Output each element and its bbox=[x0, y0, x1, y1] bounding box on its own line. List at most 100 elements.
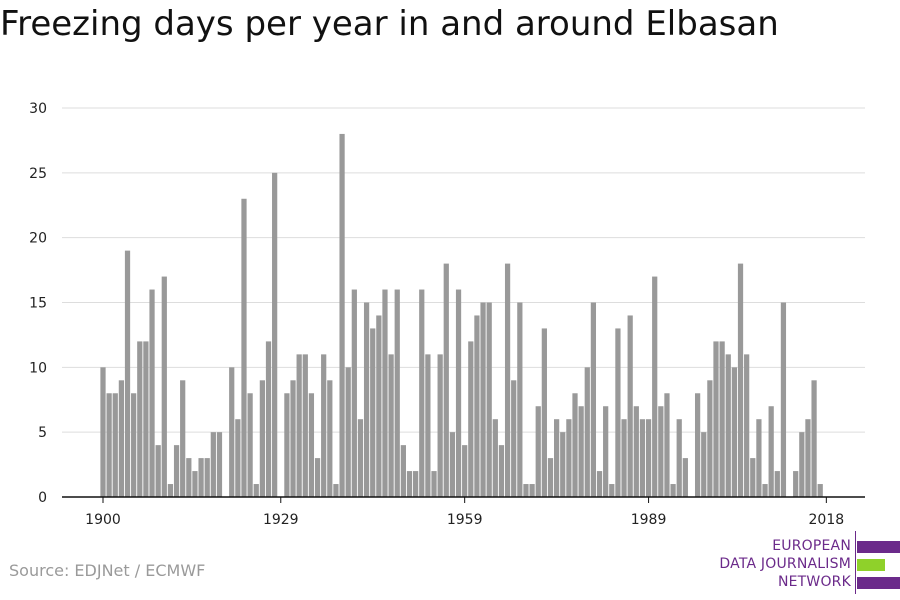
logo-line-data-journalism: DATA JOURNALISM bbox=[719, 556, 851, 572]
bar-1994 bbox=[676, 419, 682, 497]
bar-1970 bbox=[529, 484, 535, 497]
logo-line-network: NETWORK bbox=[777, 574, 851, 590]
bar-1981 bbox=[596, 471, 603, 497]
bar-1967 bbox=[511, 380, 517, 497]
bar-1976 bbox=[566, 419, 572, 497]
bar-1972 bbox=[541, 328, 547, 497]
bar-1908 bbox=[149, 289, 155, 497]
bar-1991 bbox=[658, 406, 664, 497]
bar-1907 bbox=[143, 341, 149, 497]
bar-1934 bbox=[308, 393, 315, 497]
bar-2002 bbox=[725, 354, 731, 497]
bar-2009 bbox=[768, 406, 774, 497]
bar-2016 bbox=[811, 380, 817, 497]
y-tick-label: 5 bbox=[38, 425, 47, 441]
bar-1918 bbox=[210, 432, 216, 497]
grid-lines bbox=[62, 107, 865, 433]
bar-1937 bbox=[327, 380, 333, 497]
bar-1945 bbox=[376, 315, 382, 497]
bar-1922 bbox=[235, 419, 241, 497]
bar-1946 bbox=[382, 289, 388, 497]
bar-1973 bbox=[547, 458, 554, 497]
bar-1938 bbox=[333, 484, 339, 497]
bar-1949 bbox=[400, 445, 406, 497]
bar-1909 bbox=[155, 445, 161, 497]
bar-2007 bbox=[756, 419, 762, 497]
y-tick-label: 0 bbox=[38, 490, 47, 506]
axes: 0 5 10 15 20 25 30 1900 1929 1959 1989 2018 bbox=[29, 101, 865, 528]
bar-2013 bbox=[793, 471, 799, 497]
x-tick-label: 1929 bbox=[263, 512, 299, 528]
bar-1911 bbox=[167, 484, 174, 497]
bar-1997 bbox=[694, 393, 701, 497]
bar-1999 bbox=[707, 380, 713, 497]
bar-1985 bbox=[621, 419, 627, 497]
bar-1964 bbox=[492, 419, 498, 497]
logo-divider bbox=[855, 531, 856, 594]
bar-1912 bbox=[173, 445, 180, 497]
bar-2014 bbox=[799, 432, 805, 497]
bar-2008 bbox=[762, 484, 768, 497]
logo-bar-purple-bottom bbox=[857, 577, 900, 589]
x-tick-label: 2018 bbox=[809, 512, 845, 528]
bar-1987 bbox=[633, 406, 639, 497]
bar-1965 bbox=[498, 445, 505, 497]
bar-1932 bbox=[296, 354, 302, 497]
bar-1984 bbox=[615, 328, 621, 497]
bar-1953 bbox=[425, 354, 431, 497]
bar-1990 bbox=[652, 276, 658, 497]
bar-1960 bbox=[468, 341, 474, 497]
bar-1916 bbox=[198, 458, 204, 497]
bar-1935 bbox=[314, 458, 321, 497]
bar-1926 bbox=[259, 380, 265, 497]
bar-1995 bbox=[682, 458, 688, 497]
bar-1962 bbox=[480, 302, 486, 497]
bar-1930 bbox=[284, 393, 290, 497]
bar-1966 bbox=[504, 263, 511, 497]
bar-2011 bbox=[780, 302, 787, 497]
bar-1961 bbox=[474, 315, 480, 497]
bar-1904 bbox=[124, 250, 131, 497]
bar-1940 bbox=[345, 367, 351, 497]
bar-1921 bbox=[229, 367, 235, 497]
bar-1900 bbox=[100, 367, 106, 497]
bar-1913 bbox=[180, 380, 186, 497]
bar-2010 bbox=[774, 471, 780, 497]
bar-1968 bbox=[517, 302, 523, 497]
logo-line-european: EUROPEAN bbox=[772, 538, 851, 554]
bar-1986 bbox=[627, 315, 633, 497]
bar-1933 bbox=[302, 354, 308, 497]
bar-2000 bbox=[713, 341, 719, 497]
bar-1914 bbox=[186, 458, 192, 497]
bar-1979 bbox=[584, 367, 590, 497]
bar-1917 bbox=[204, 458, 210, 497]
x-tick-label: 1959 bbox=[447, 512, 483, 528]
bar-1928 bbox=[272, 172, 278, 498]
bar-1963 bbox=[486, 302, 492, 497]
bar-1950 bbox=[406, 471, 413, 497]
bar-1956 bbox=[443, 263, 449, 497]
bar-1988 bbox=[639, 419, 646, 497]
bar-1947 bbox=[388, 354, 394, 497]
bar-2004 bbox=[737, 263, 744, 497]
bar-1925 bbox=[253, 484, 259, 497]
bar-1975 bbox=[560, 432, 566, 497]
bar-1992 bbox=[664, 393, 670, 497]
bar-1927 bbox=[265, 341, 272, 497]
bar-1977 bbox=[572, 393, 578, 497]
bar-1952 bbox=[419, 289, 425, 497]
edjnet-logo: EUROPEAN DATA JOURNALISM NETWORK bbox=[700, 531, 900, 600]
x-tick-label: 1989 bbox=[631, 512, 667, 528]
bar-1989 bbox=[645, 419, 652, 497]
bar-1919 bbox=[216, 432, 223, 497]
x-tick-label: 1900 bbox=[85, 512, 121, 528]
logo-bar-purple-top bbox=[857, 541, 900, 553]
bar-1974 bbox=[554, 419, 560, 497]
bar-1978 bbox=[578, 406, 584, 497]
bar-1957 bbox=[449, 432, 456, 497]
bar-1943 bbox=[363, 302, 370, 497]
bar-1982 bbox=[603, 406, 609, 497]
bar-1931 bbox=[290, 380, 296, 497]
logo-bar-green bbox=[857, 559, 885, 571]
y-tick-label: 10 bbox=[29, 360, 47, 376]
